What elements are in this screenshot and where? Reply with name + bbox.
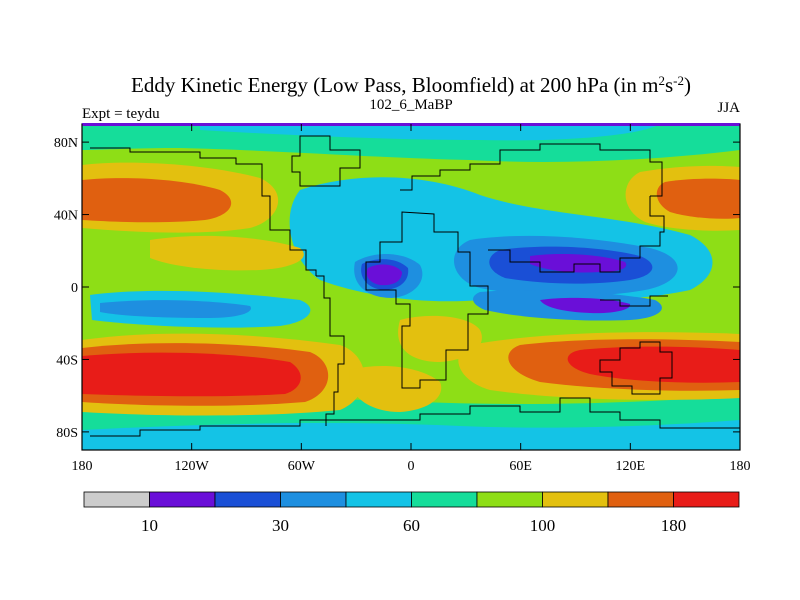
blob-nw-orange	[82, 178, 232, 223]
blob-africa-yellow	[349, 366, 442, 412]
coast-south-america	[316, 275, 345, 426]
run-label: 102_6_MaBP	[369, 97, 452, 113]
coast-antarctica	[90, 397, 740, 437]
blob-se-red	[567, 346, 740, 383]
colorbar-label: 180	[661, 516, 687, 535]
x-tick-label: 120E	[616, 459, 646, 474]
colorbar-swatch	[542, 491, 609, 508]
blob-nw-yellow2	[150, 235, 304, 271]
coast-north-america	[90, 147, 317, 276]
y-tick-label: 0	[71, 281, 78, 296]
blob-atlantic-purple	[366, 264, 402, 286]
x-tick-label: 180	[72, 459, 93, 474]
colorbar-swatch	[280, 491, 347, 508]
coast-africa	[365, 211, 489, 389]
x-tick-label: 120W	[175, 459, 210, 474]
colorbar-label: 60	[403, 516, 420, 535]
blob-arctic-cyan	[200, 124, 660, 141]
y-tick-label: 80S	[56, 426, 78, 441]
y-tick-label: 80N	[54, 136, 78, 151]
blob-ne-orange	[656, 178, 740, 219]
blob-sw-red	[82, 352, 301, 397]
blob-south-cyan	[82, 420, 740, 450]
experiment-label: Expt = teydu	[82, 106, 160, 122]
coastlines	[90, 135, 740, 437]
coast-indonesia	[600, 295, 668, 307]
coast-greenland	[291, 135, 361, 187]
colorbar-swatch	[149, 491, 216, 508]
y-tick-label: 40N	[54, 209, 78, 224]
axis-ticks: 180 120W 60W 0 60E 120E 180 80N 40N 0 40S 80S	[54, 124, 751, 474]
chart-title: Eddy Kinetic Energy (Low Pass, Bloomfiel…	[131, 73, 691, 98]
coast-asia	[488, 196, 665, 273]
blob-southtropic-purple	[540, 297, 631, 314]
coast-australia	[599, 341, 673, 395]
colorbar-label: 10	[141, 516, 158, 535]
colorbar-label: 100	[530, 516, 556, 535]
contour-field	[82, 124, 740, 450]
colorbar-label: 30	[272, 516, 289, 535]
colorbar-swatch	[411, 491, 478, 508]
x-tick-label: 0	[408, 459, 415, 474]
x-tick-label: 180	[730, 459, 751, 474]
colorbar-swatch	[673, 491, 740, 508]
blob-tropical-purple	[530, 254, 627, 273]
coast-europe	[400, 143, 663, 197]
colorbar-swatch	[214, 491, 281, 508]
colorbar: 10 30 60 100 180	[83, 491, 740, 535]
x-tick-label: 60W	[288, 459, 316, 474]
colorbar-swatch	[83, 491, 150, 508]
blob-pacific-blue	[100, 300, 251, 318]
y-tick-label: 40S	[56, 353, 78, 368]
colorbar-swatch	[607, 491, 674, 508]
season-label: JJA	[717, 100, 740, 116]
colorbar-swatch	[476, 491, 543, 508]
x-tick-label: 60E	[509, 459, 532, 474]
colorbar-swatch	[345, 491, 412, 508]
